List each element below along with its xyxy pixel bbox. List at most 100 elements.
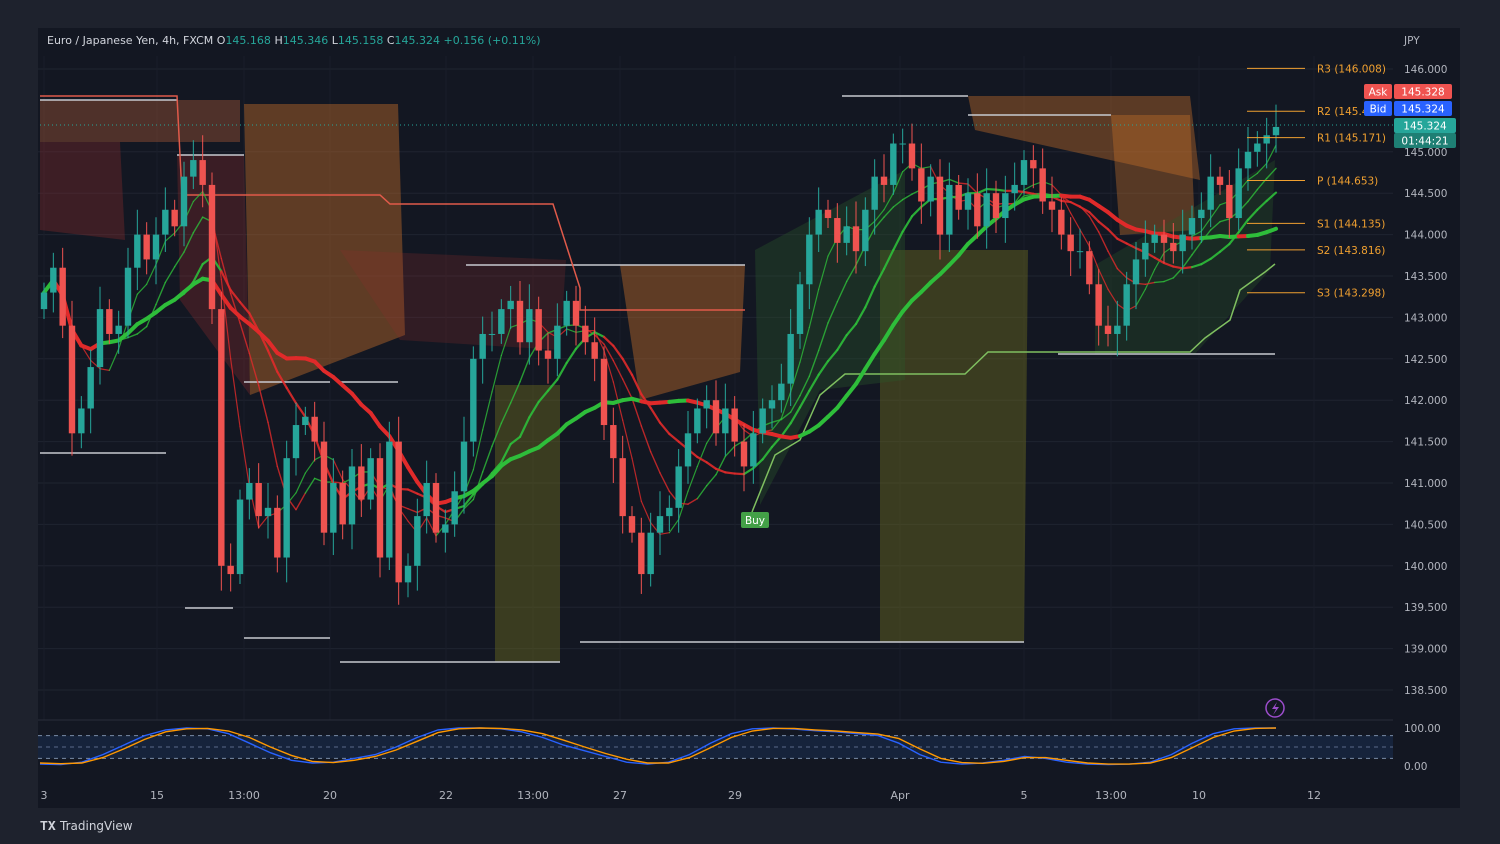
- pivot-level: R2 (145.4: [1247, 106, 1369, 118]
- ma-segment: [500, 402, 512, 424]
- open-value: 145.168: [225, 34, 271, 47]
- candle: [40, 282, 48, 320]
- ma-segment: [1172, 265, 1184, 270]
- ma-segment: [267, 421, 279, 468]
- ma-segment: [1107, 288, 1118, 305]
- time-tick-label: 27: [613, 789, 627, 802]
- bid-label-tag-bg: [1364, 101, 1392, 116]
- candle: [274, 495, 281, 573]
- lightning-icon-bolt: [1272, 702, 1279, 715]
- ma-segment: [612, 359, 624, 380]
- bid-label-tag[interactable]: Bid: [1364, 101, 1392, 116]
- candle: [59, 247, 66, 339]
- candle: [255, 463, 262, 529]
- ma-segment: [1069, 200, 1082, 208]
- candle: [675, 449, 682, 533]
- candle: [386, 421, 393, 570]
- candle: [264, 483, 272, 539]
- countdown-tag-bg: [1394, 133, 1456, 148]
- ma-segment: [742, 467, 755, 476]
- last-price-tag[interactable]: 145.324: [1394, 118, 1456, 133]
- ma-segment: [1247, 172, 1258, 181]
- candle-body: [1048, 201, 1056, 210]
- candle-body: [1272, 126, 1280, 136]
- candle-body: [1235, 168, 1242, 219]
- bid-price-tag[interactable]: 145.324: [1394, 101, 1452, 116]
- ma-segment: [472, 429, 484, 471]
- price-tick-label: 139.500: [1404, 602, 1447, 614]
- candle: [358, 444, 365, 517]
- candle: [554, 303, 561, 377]
- candle-body: [274, 507, 281, 558]
- ask-label-tag[interactable]: Ask: [1364, 84, 1392, 99]
- ma-segment: [90, 359, 101, 370]
- symbol-legend[interactable]: Euro / Japanese Yen, 4h, FXCM O145.168 H…: [47, 34, 541, 47]
- ma-segment: [331, 375, 345, 388]
- candle: [899, 128, 906, 164]
- candle: [348, 449, 356, 550]
- ma-segment: [406, 488, 419, 495]
- pivot-label: S3 (143.298): [1317, 288, 1385, 300]
- candle: [423, 460, 430, 534]
- ma-segment: [771, 418, 783, 423]
- candle: [908, 123, 916, 181]
- ma-segment: [621, 378, 633, 400]
- bear-zone: [1111, 115, 1195, 235]
- countdown-tag[interactable]: 01:44:21: [1394, 133, 1456, 148]
- chart-pane[interactable]: [38, 28, 1460, 808]
- candle-body: [143, 234, 150, 260]
- close-label: C: [386, 34, 395, 47]
- candle: [376, 443, 384, 578]
- candle: [1114, 300, 1121, 357]
- ma-segment: [863, 351, 877, 371]
- candle-body: [96, 309, 104, 368]
- ma-segment: [631, 457, 642, 502]
- candle: [507, 285, 514, 329]
- price-tags: Ask 145.328 Bid 145.324 145.324 01:44:21 Buy: [741, 84, 1456, 718]
- candle-body: [647, 532, 654, 575]
- candle-body: [610, 425, 617, 459]
- symbol-name: Euro / Japanese Yen, 4h, FXCM: [47, 34, 214, 47]
- buy-signal-tag-text: Buy: [745, 515, 765, 527]
- candle: [1132, 242, 1140, 310]
- ma-segment: [220, 278, 232, 360]
- tradingview-logo[interactable]: 𝐓𝐗 TradingView: [40, 819, 133, 834]
- osc-tick-label: 0.00: [1404, 761, 1427, 773]
- candle: [918, 143, 925, 224]
- ma-segment: [696, 455, 708, 464]
- ma-segment: [518, 416, 531, 438]
- ma-segment: [799, 326, 810, 363]
- time-tick-label: 13:00: [517, 789, 549, 802]
- ma-segment: [1106, 228, 1119, 240]
- bear-zone: [968, 96, 1200, 180]
- candle-body: [386, 441, 393, 558]
- candle-body: [50, 267, 57, 293]
- time-tick-label: 29: [728, 789, 742, 802]
- buy-signal-tag[interactable]: Buy: [741, 512, 769, 528]
- ma-segment: [919, 280, 933, 294]
- candle-body: [890, 143, 897, 185]
- candle-body: [414, 516, 421, 566]
- candle: [1076, 228, 1084, 269]
- candle: [1123, 271, 1130, 341]
- ma-segment: [1163, 277, 1175, 283]
- ask-price-tag[interactable]: 145.328: [1394, 84, 1452, 99]
- price-grid: [38, 56, 1393, 720]
- ma-segment: [714, 467, 727, 474]
- lightning-icon[interactable]: [1265, 698, 1285, 718]
- pivot-label: R2 (145.4: [1317, 106, 1369, 118]
- candle-body: [656, 516, 664, 533]
- candle: [180, 161, 188, 247]
- candle-body: [479, 333, 486, 359]
- candle-body: [759, 408, 766, 434]
- candle-body: [1198, 209, 1205, 219]
- candle: [1030, 145, 1037, 189]
- candle-body: [750, 433, 757, 467]
- ma-segment: [565, 347, 578, 365]
- price-tick-label: 140.000: [1404, 561, 1447, 573]
- ma-segment: [827, 301, 839, 324]
- candle: [246, 468, 253, 520]
- ma-segment: [490, 461, 503, 475]
- candle-body: [684, 433, 692, 467]
